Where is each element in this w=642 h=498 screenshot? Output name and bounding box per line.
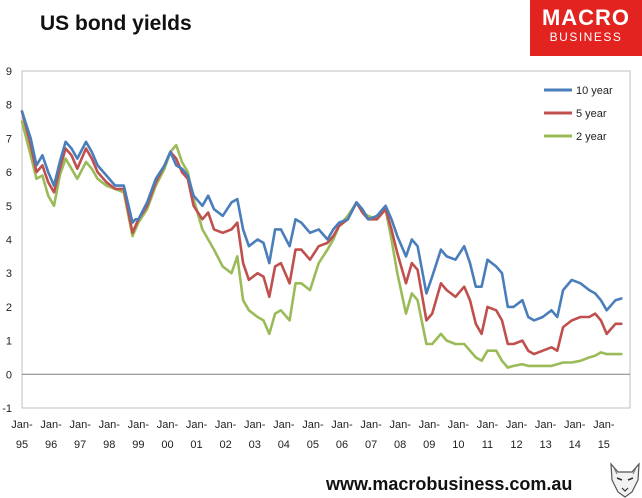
x-tick-label: Jan-: [128, 419, 150, 431]
x-tick-label: Jan-: [389, 419, 411, 431]
x-tick-label: 96: [45, 439, 57, 451]
x-tick-label: Jan-: [360, 419, 382, 431]
footer-url: www.macrobusiness.com.au: [326, 474, 573, 494]
x-tick-label: 06: [336, 439, 348, 451]
y-tick-label: 6: [6, 167, 12, 179]
series-line-10-year: [20, 110, 623, 322]
x-tick-label: Jan-: [564, 419, 586, 431]
y-tick-label: 2: [6, 302, 12, 314]
series-line-5-year: [20, 110, 623, 356]
x-tick-label: Jan-: [186, 419, 208, 431]
x-tick-label: Jan-: [448, 419, 470, 431]
plot-area: [21, 70, 631, 409]
x-tick-label: 97: [74, 439, 86, 451]
x-tick-label: Jan-: [69, 419, 91, 431]
x-tick-label: Jan-: [244, 419, 266, 431]
x-tick-label: 13: [540, 439, 552, 451]
x-tick-label: 07: [365, 439, 377, 451]
x-tick-label: Jan-: [99, 419, 121, 431]
y-tick-label: 8: [6, 100, 12, 112]
plot-border: [21, 70, 631, 409]
legend: 10 year 5 year 2 year: [544, 85, 613, 143]
x-tick-label: 05: [307, 439, 319, 451]
x-tick-label: 01: [190, 439, 202, 451]
y-tick-label: 3: [6, 268, 12, 280]
x-tick-label: 14: [569, 439, 581, 451]
x-tick-label: 00: [161, 439, 173, 451]
x-tick-label: Jan-: [419, 419, 441, 431]
x-tick-label: 95: [16, 439, 28, 451]
x-tick-label: 04: [278, 439, 290, 451]
x-tick-label: 08: [394, 439, 406, 451]
wolf-mascot-icon: [610, 462, 640, 498]
x-tick-label: 02: [220, 439, 232, 451]
x-tick-label: 03: [249, 439, 261, 451]
y-tick-label: 1: [6, 336, 12, 348]
x-tick-label: Jan-: [593, 419, 615, 431]
y-tick-label: -1: [2, 403, 12, 415]
x-tick-label: 99: [132, 439, 144, 451]
logo-line2: BUSINESS: [549, 30, 623, 44]
x-tick-label: Jan-: [157, 419, 179, 431]
series-lines: [20, 110, 623, 369]
x-tick-label: Jan-: [506, 419, 528, 431]
x-tick-label: 12: [510, 439, 522, 451]
macrobusiness-logo: MACRO BUSINESS: [530, 0, 642, 56]
x-tick-label: Jan-: [535, 419, 557, 431]
legend-label: 10 year: [576, 85, 613, 97]
x-tick-label: 11: [482, 439, 493, 451]
x-tick-label: Jan-: [11, 419, 33, 431]
logo-line1: MACRO: [541, 5, 631, 30]
y-tick-label: 7: [6, 133, 12, 145]
x-tick-label: 10: [452, 439, 464, 451]
x-tick-label: Jan-: [215, 419, 237, 431]
legend-label: 2 year: [576, 131, 607, 143]
x-tick-label: 09: [423, 439, 435, 451]
x-axis: Jan- 95 Jan- 96 Jan- 97 Jan- 98 Jan- 99 Jan- 00 Jan-…: [11, 419, 615, 451]
x-tick-label: Jan-: [40, 419, 62, 431]
y-tick-label: 9: [6, 66, 12, 78]
y-tick-label: 4: [6, 235, 12, 247]
y-axis: -1 0 1 2 3 4 5 6 7 8 9: [2, 66, 12, 415]
chart-title: US bond yields: [40, 12, 192, 35]
legend-label: 5 year: [576, 108, 607, 120]
y-tick-label: 0: [6, 369, 12, 381]
x-tick-label: Jan-: [273, 419, 295, 431]
x-tick-label: Jan-: [477, 419, 499, 431]
x-tick-label: 15: [598, 439, 610, 451]
x-tick-label: Jan-: [331, 419, 353, 431]
x-tick-label: 98: [103, 439, 115, 451]
y-tick-label: 5: [6, 201, 12, 213]
x-tick-label: Jan-: [302, 419, 324, 431]
